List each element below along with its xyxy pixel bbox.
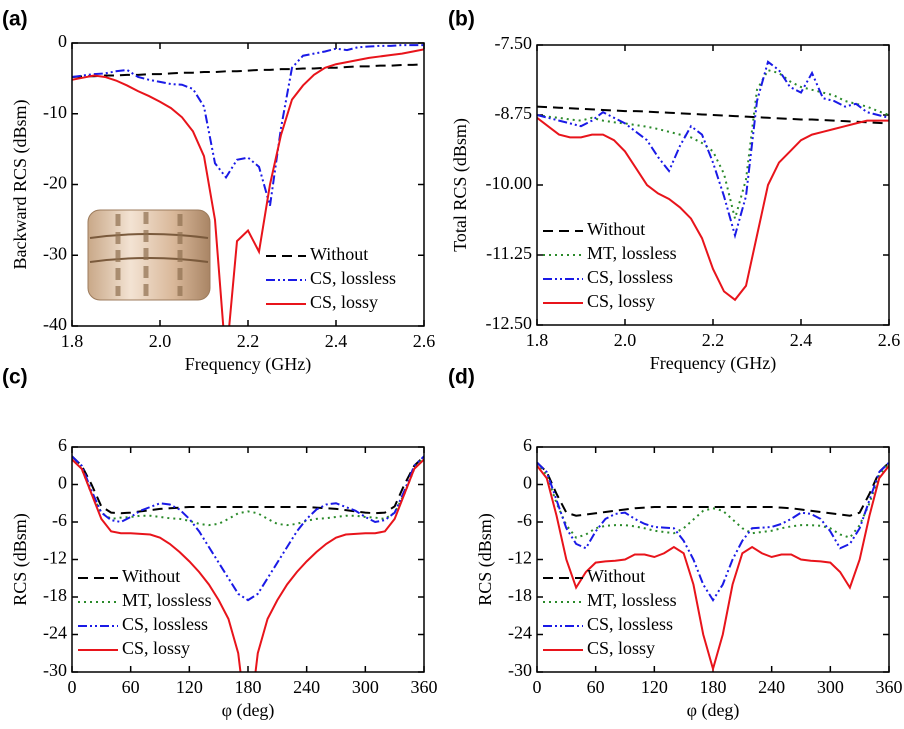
y-tick-label: -24 <box>508 623 532 643</box>
x-tick-label: 1.8 <box>61 331 84 351</box>
legend-label: CS, lossy <box>587 291 655 311</box>
x-tick-label: 180 <box>235 677 262 697</box>
series-line <box>537 60 889 240</box>
y-tick-label: -11.25 <box>486 243 532 263</box>
legend-label: CS, lossless <box>587 267 673 287</box>
x-tick-label: 120 <box>176 677 203 697</box>
legend-label: MT, lossless <box>587 243 677 263</box>
legend-label: CS, lossy <box>587 638 655 658</box>
y-tick-label: 0 <box>58 473 67 493</box>
series-line <box>537 105 889 125</box>
inset-image <box>87 209 211 301</box>
series-line <box>537 117 889 302</box>
y-tick-label: 0 <box>523 473 532 493</box>
legend-label: Without <box>587 219 645 239</box>
x-tick-label: 240 <box>758 677 785 697</box>
panel-label: (b) <box>448 8 475 31</box>
y-tick-label: -7.50 <box>495 33 533 53</box>
y-tick-label: -30 <box>43 243 67 263</box>
x-tick-label: 60 <box>587 677 605 697</box>
legend-label: Without <box>122 566 180 586</box>
series-line <box>72 458 424 672</box>
y-tick-label: -10.00 <box>486 173 533 193</box>
legend-label: MT, lossless <box>122 590 212 610</box>
x-tick-label: 2.6 <box>413 331 436 351</box>
series-line <box>72 455 424 602</box>
x-tick-label: 2.4 <box>325 331 348 351</box>
y-tick-label: -20 <box>43 173 67 193</box>
x-tick-label: 240 <box>293 677 320 697</box>
series-line <box>537 465 889 672</box>
x-tick-label: 360 <box>411 677 438 697</box>
legend-label: Without <box>310 244 368 264</box>
x-tick-label: 0 <box>68 677 77 697</box>
y-tick-label: -40 <box>43 314 67 334</box>
series-line <box>537 462 889 539</box>
legend-label: CS, lossy <box>310 292 378 312</box>
x-tick-label: 2.2 <box>237 331 260 351</box>
series-line <box>72 455 424 515</box>
y-tick-label: -10 <box>43 102 67 122</box>
y-axis-label: RCS (dBsm) <box>475 513 496 606</box>
y-tick-label: -30 <box>508 660 532 680</box>
y-tick-label: -6 <box>52 510 67 530</box>
plot-frame <box>71 42 425 327</box>
legend-label: CS, lossless <box>587 614 673 634</box>
legend-label: CS, lossy <box>122 638 190 658</box>
x-tick-label: 0 <box>533 677 542 697</box>
panel-label: (d) <box>448 366 475 389</box>
y-tick-label: -12 <box>43 548 67 568</box>
x-axis-label: φ (deg) <box>222 700 275 721</box>
plot-frame <box>536 44 890 326</box>
series-line <box>537 461 889 603</box>
y-tick-label: -18 <box>43 585 67 605</box>
series-line <box>537 69 889 223</box>
x-tick-label: 300 <box>817 677 844 697</box>
series-line <box>72 455 424 527</box>
y-axis-label: Total RCS (dBsm) <box>450 118 471 252</box>
y-axis-label: RCS (dBsm) <box>10 513 31 606</box>
x-axis-label: Frequency (GHz) <box>650 353 776 374</box>
x-tick-label: 120 <box>641 677 668 697</box>
x-tick-label: 360 <box>876 677 903 697</box>
y-tick-label: -24 <box>43 623 67 643</box>
y-tick-label: -12.50 <box>486 313 533 333</box>
x-tick-label: 2.0 <box>149 331 172 351</box>
x-tick-label: 2.6 <box>878 330 901 350</box>
series-line <box>537 461 889 517</box>
legend-label: Without <box>587 566 645 586</box>
x-tick-label: 2.2 <box>702 330 725 350</box>
plot-frame <box>71 446 425 673</box>
panel-label: (a) <box>2 8 28 31</box>
y-tick-label: 6 <box>58 435 67 455</box>
series-line <box>72 44 424 207</box>
legend-label: MT, lossless <box>587 590 677 610</box>
y-tick-label: -12 <box>508 548 532 568</box>
x-tick-label: 2.0 <box>614 330 637 350</box>
y-tick-label: -18 <box>508 585 532 605</box>
series-line <box>72 63 424 78</box>
x-tick-label: 2.4 <box>790 330 813 350</box>
x-tick-label: 1.8 <box>526 330 549 350</box>
x-axis-label: Frequency (GHz) <box>185 354 311 375</box>
y-tick-label: 0 <box>58 31 67 51</box>
plot-frame <box>536 446 890 673</box>
y-axis-label: Backward RCS (dBsm) <box>10 100 31 270</box>
x-tick-label: 180 <box>700 677 727 697</box>
legend-label: CS, lossless <box>122 614 208 634</box>
x-axis-label: φ (deg) <box>687 700 740 721</box>
legend-label: CS, lossless <box>310 268 396 288</box>
panel-label: (c) <box>2 366 28 389</box>
y-tick-label: 6 <box>523 435 532 455</box>
x-tick-label: 300 <box>352 677 379 697</box>
y-tick-label: -6 <box>517 510 532 530</box>
y-tick-label: -30 <box>43 660 67 680</box>
y-tick-label: -8.75 <box>495 103 533 123</box>
x-tick-label: 60 <box>122 677 140 697</box>
series-line <box>72 48 424 326</box>
